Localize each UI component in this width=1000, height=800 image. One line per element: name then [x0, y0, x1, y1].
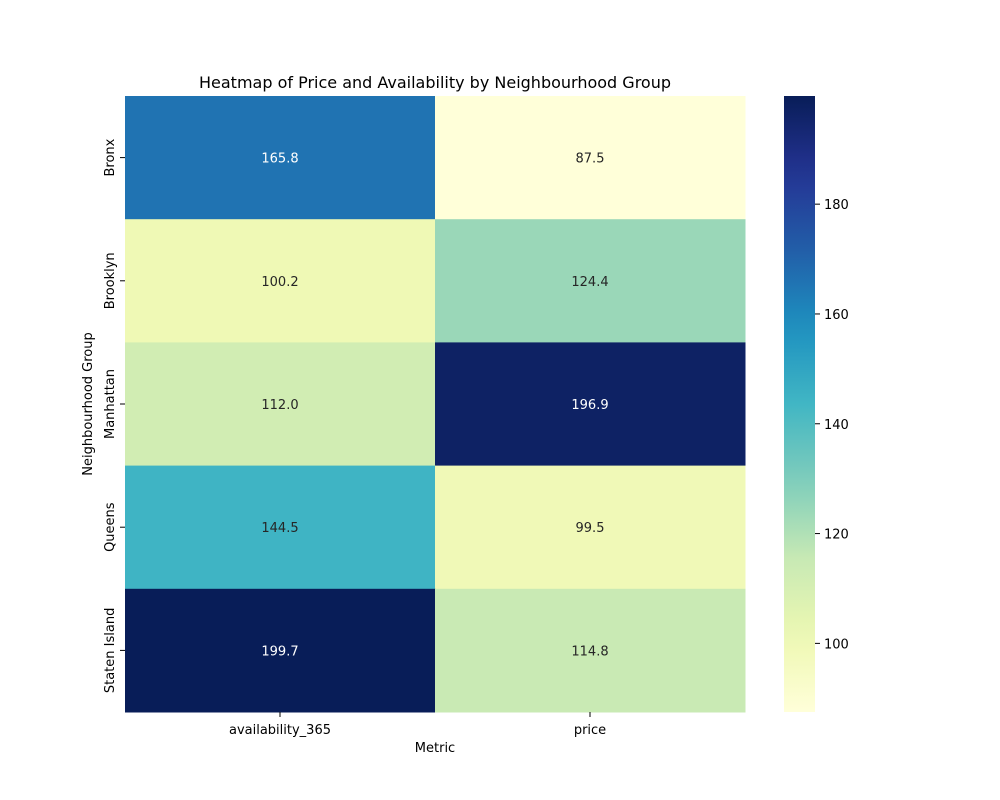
cell-value-label: 199.7 — [261, 644, 298, 659]
colorbar-tick-label: 160 — [824, 308, 849, 323]
cell-value-label: 112.0 — [261, 398, 298, 413]
y-tick-label: Bronx — [103, 138, 118, 176]
colorbar-ticks: 100 120 140 160 180 — [815, 198, 849, 652]
cell-value-label: 99.5 — [576, 521, 605, 536]
heatmap-cell — [125, 342, 436, 467]
heatmap-cell — [435, 342, 746, 467]
cell-value-label: 196.9 — [571, 398, 608, 413]
colorbar — [784, 96, 815, 712]
colorbar-tick-label: 100 — [824, 637, 849, 652]
heatmap-cell — [125, 465, 436, 590]
colorbar-tick-label: 180 — [824, 198, 849, 213]
y-axis: Bronx Brooklyn Manhattan Queens Staten Islan… — [103, 138, 125, 693]
x-tick-label: price — [574, 723, 606, 738]
y-axis-label: Neighbourhood Group — [81, 332, 96, 476]
heatmap-cell — [435, 465, 746, 590]
cell-value-label: 165.8 — [261, 152, 298, 167]
y-tick-label: Queens — [103, 502, 118, 552]
heatmap-cell — [435, 219, 746, 343]
chart-title: Heatmap of Price and Availability by Nei… — [199, 73, 671, 92]
heatmap-cell — [435, 96, 746, 220]
y-tick-label: Staten Island — [103, 608, 118, 693]
cell-value-label: 124.4 — [571, 275, 608, 290]
colorbar-tick-label: 120 — [824, 528, 849, 543]
x-tick-label: availability_365 — [229, 723, 331, 738]
heatmap-cell — [435, 588, 746, 713]
x-axis: availability_365 price — [229, 712, 606, 738]
y-tick-label: Brooklyn — [103, 252, 118, 309]
colorbar-tick-label: 140 — [824, 418, 849, 433]
x-axis-label: Metric — [415, 741, 455, 756]
heatmap-cell — [125, 219, 436, 343]
cell-value-label: 144.5 — [261, 521, 298, 536]
heatmap-cells: 165.8 87.5 100.2 124.4 112.0 196.9 144.5 99.5 19… — [125, 96, 746, 713]
cell-value-label: 114.8 — [571, 644, 608, 659]
y-tick-label: Manhattan — [103, 369, 118, 439]
cell-value-label: 87.5 — [576, 152, 605, 167]
cell-value-label: 100.2 — [261, 275, 298, 290]
heatmap-cell — [125, 96, 436, 220]
heatmap-cell — [125, 588, 436, 713]
